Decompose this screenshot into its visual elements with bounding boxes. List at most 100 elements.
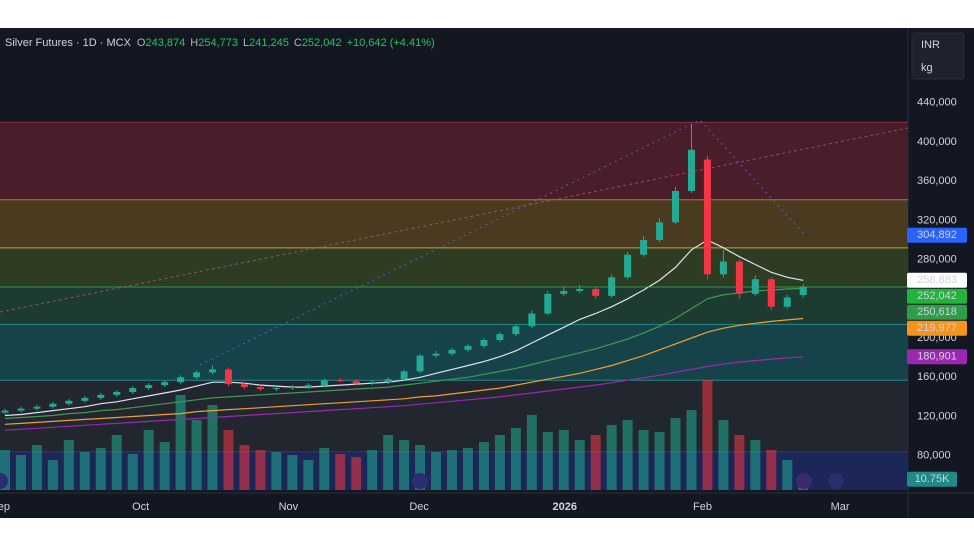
header: Silver Futures · 1D · MCX O243,874 H254,77… xyxy=(5,37,435,49)
volume-bar xyxy=(15,455,26,490)
x-tick-label: Oct xyxy=(132,501,149,513)
candle-body xyxy=(145,385,153,389)
ohlc-key: C xyxy=(294,37,302,49)
candle-body xyxy=(272,388,280,390)
candle-body xyxy=(592,289,600,296)
volume-bar xyxy=(782,460,793,490)
volume-bar xyxy=(702,380,713,490)
candle-body xyxy=(161,382,169,386)
volume-bar xyxy=(670,418,681,490)
x-tick-label: Sep xyxy=(0,501,10,513)
volume-bar xyxy=(606,425,617,490)
volume-bar xyxy=(574,440,585,490)
price-badge-label: 304,892 xyxy=(917,229,957,241)
candle-body xyxy=(240,384,248,388)
volume-bar xyxy=(239,445,250,490)
candle-body xyxy=(193,372,201,378)
volume-bar xyxy=(718,420,729,490)
unit-box[interactable] xyxy=(911,32,965,80)
candle-body xyxy=(576,289,584,291)
candle-body xyxy=(129,388,137,392)
volume-badge-label: 10.75K xyxy=(915,473,951,485)
volume-bar xyxy=(478,442,489,490)
price-badge xyxy=(907,304,967,320)
event-icon[interactable] xyxy=(796,473,812,489)
moving-average xyxy=(4,317,804,425)
y-tick-label: 360,000 xyxy=(917,175,957,187)
candle-body xyxy=(384,379,392,383)
price-badge xyxy=(907,320,967,336)
candle-body xyxy=(767,279,775,307)
candle-body xyxy=(113,391,121,395)
trend-line xyxy=(0,127,909,313)
candle-body xyxy=(320,380,328,386)
volume-bar xyxy=(127,454,138,490)
candle-body xyxy=(416,355,424,372)
event-icon[interactable] xyxy=(0,473,8,489)
volume-bar xyxy=(207,405,218,490)
volume-bar xyxy=(223,430,234,490)
price-badge xyxy=(907,288,967,304)
volume-bar xyxy=(542,432,553,490)
y-tick-label: 440,000 xyxy=(917,97,957,109)
volume-bar xyxy=(734,435,745,490)
volume-bar xyxy=(255,450,266,490)
candle-body xyxy=(432,353,440,356)
plot-area xyxy=(0,121,908,491)
volume-badge xyxy=(907,471,957,487)
candle-body xyxy=(224,369,232,385)
candle-body xyxy=(209,369,217,373)
candle-body xyxy=(1,410,9,413)
volume-bar xyxy=(590,435,601,490)
volume-bar xyxy=(303,460,314,490)
candle-body xyxy=(448,349,456,354)
volume-bar xyxy=(766,450,777,490)
volume-bar xyxy=(399,440,410,490)
candle-body xyxy=(751,279,759,294)
ohlc-value: 254,773 xyxy=(198,37,238,49)
candle-body xyxy=(719,261,727,275)
candle-body xyxy=(528,313,536,327)
y-tick-label: 160,000 xyxy=(917,371,957,383)
volume-bar xyxy=(383,435,394,490)
price-badge-label: 252,042 xyxy=(917,290,957,302)
symbol-title: Silver Futures · 1D · MCX xyxy=(5,37,132,49)
candle-body xyxy=(33,406,41,409)
candle-body xyxy=(624,254,632,278)
candle-body xyxy=(560,290,568,294)
volume-bar xyxy=(79,452,90,490)
volume-bar xyxy=(95,448,106,490)
trend-line xyxy=(199,119,806,366)
candle-body xyxy=(97,394,105,398)
candle-body xyxy=(81,397,89,401)
candle-body xyxy=(480,340,488,346)
price-badge xyxy=(907,349,967,365)
volume-bar xyxy=(462,448,473,490)
y-tick-label: 400,000 xyxy=(917,136,957,148)
candle-body xyxy=(799,287,807,296)
candle-body xyxy=(336,380,344,382)
event-icon[interactable] xyxy=(412,473,428,489)
candle-body xyxy=(352,381,360,384)
fib-band xyxy=(0,199,908,248)
event-icon[interactable] xyxy=(828,473,844,489)
candle-body xyxy=(65,400,73,404)
unit: kg xyxy=(921,62,933,74)
price-badge-label: 258,883 xyxy=(917,274,957,286)
candle-body xyxy=(608,277,616,296)
ohlc-value: 241,245 xyxy=(249,37,289,49)
volume-bar xyxy=(335,454,346,490)
candle-body xyxy=(687,149,695,191)
volume-bar xyxy=(510,428,521,490)
volume-bar xyxy=(319,448,330,490)
price-badge-label: 180,901 xyxy=(917,351,957,363)
candle-body xyxy=(656,222,664,240)
candle-body xyxy=(304,385,312,388)
candle-body xyxy=(512,326,520,335)
x-tick-label: 2026 xyxy=(552,501,576,513)
change: +10,642 (+4.41%) xyxy=(347,37,435,49)
volume-bar xyxy=(622,420,633,490)
price-badge xyxy=(907,227,967,243)
